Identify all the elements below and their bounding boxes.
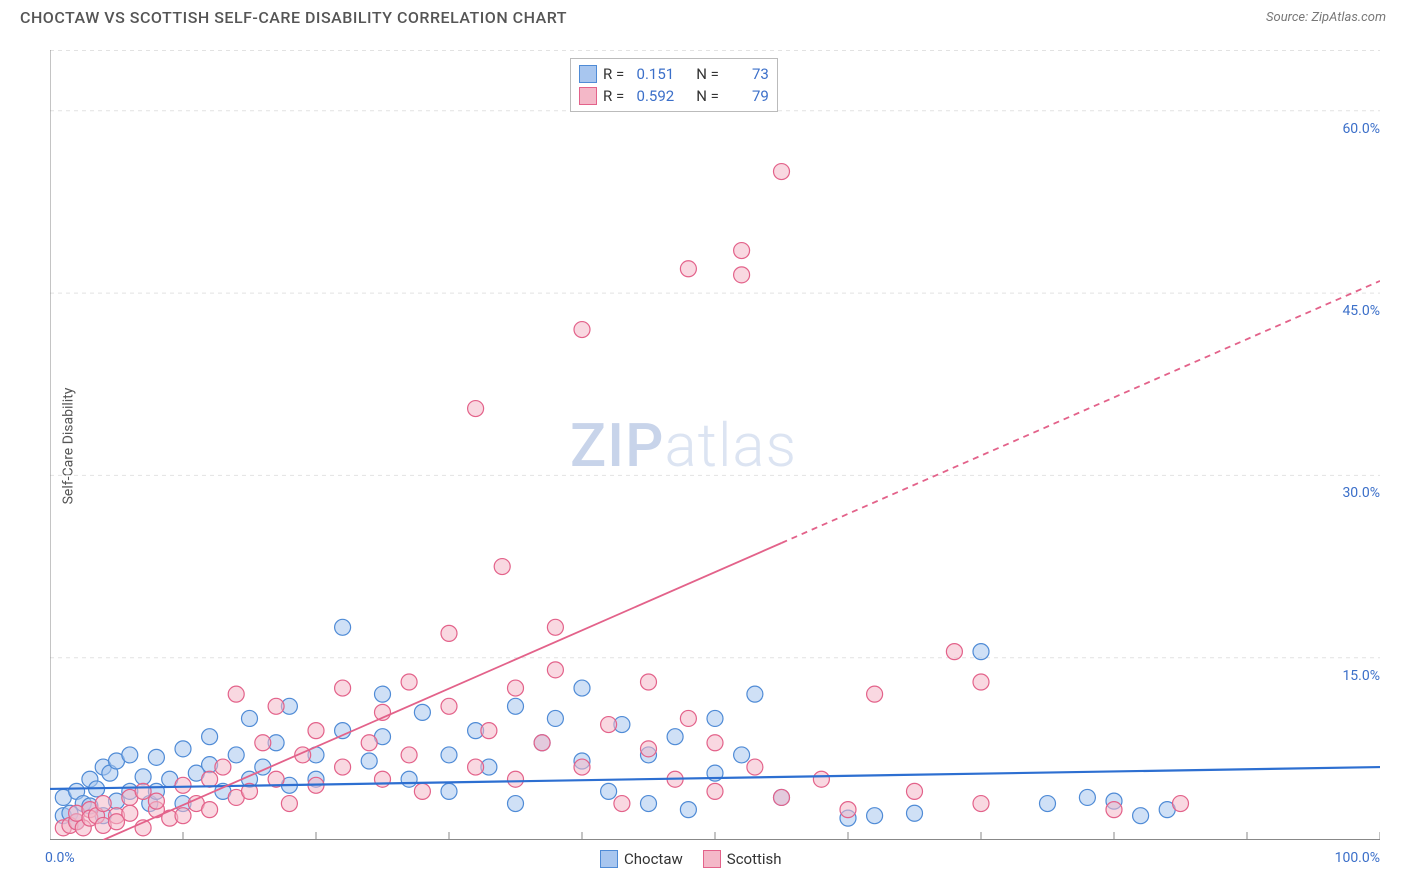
r-value-2: 0.592 — [630, 85, 674, 107]
legend-swatch-choctaw — [579, 65, 597, 83]
r-label: R = — [603, 63, 624, 85]
source-prefix: Source: — [1266, 10, 1311, 25]
y-tick-label: 60.0% — [1342, 121, 1380, 137]
chart-title: CHOCTAW VS SCOTTISH SELF-CARE DISABILITY… — [20, 8, 567, 27]
legend-item-choctaw: Choctaw — [600, 850, 683, 868]
chart-frame: ZIPatlas R = 0.151 N = 73 R = 0.592 N = … — [50, 50, 1380, 840]
y-tick-label: 15.0% — [1342, 668, 1380, 684]
stats-legend-box: R = 0.151 N = 73 R = 0.592 N = 79 — [570, 58, 778, 112]
legend-label-choctaw: Choctaw — [624, 850, 683, 868]
legend-label-scottish: Scottish — [727, 850, 782, 868]
y-tick-label: 30.0% — [1342, 485, 1380, 501]
n-value-2: 79 — [725, 85, 769, 107]
legend-swatch-scottish-b — [703, 850, 721, 868]
r-label-2: R = — [603, 85, 624, 107]
n-value-1: 73 — [725, 63, 769, 85]
x-axis-min-label: 0.0% — [45, 850, 75, 866]
r-value-1: 0.151 — [630, 63, 674, 85]
scatter-plot — [50, 50, 1380, 840]
legend-swatch-choctaw-b — [600, 850, 618, 868]
source-label: Source: ZipAtlas.com — [1266, 10, 1386, 25]
source-name: ZipAtlas.com — [1311, 10, 1386, 25]
n-label: N = — [696, 63, 719, 85]
y-tick-label: 45.0% — [1342, 303, 1380, 319]
chart-header: CHOCTAW VS SCOTTISH SELF-CARE DISABILITY… — [0, 0, 1406, 31]
n-label-2: N = — [696, 85, 719, 107]
stats-legend-row-2: R = 0.592 N = 79 — [579, 85, 769, 107]
x-axis-max-label: 100.0% — [1335, 850, 1380, 866]
legend-swatch-scottish — [579, 87, 597, 105]
series-legend: Choctaw Scottish — [600, 850, 782, 868]
legend-item-scottish: Scottish — [703, 850, 782, 868]
stats-legend-row-1: R = 0.151 N = 73 — [579, 63, 769, 85]
